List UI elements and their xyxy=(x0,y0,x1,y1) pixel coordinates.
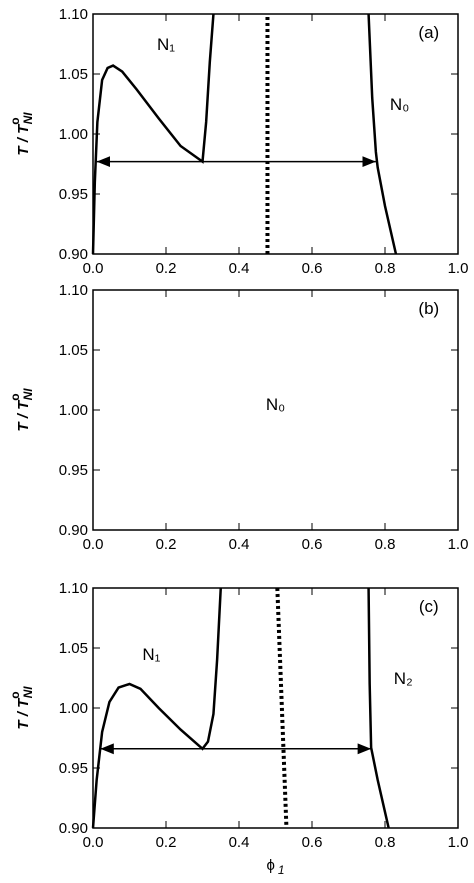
y-tick-label: 1.10 xyxy=(59,6,88,23)
y-tick-label: 0.95 xyxy=(59,760,88,777)
x-tick-label: 0.6 xyxy=(302,260,323,277)
plot-frame xyxy=(92,587,459,829)
panel-label: (c) xyxy=(419,597,439,616)
y-tick-label: 1.00 xyxy=(59,700,88,717)
x-tick-label: 0.4 xyxy=(229,834,250,851)
plot-frame xyxy=(92,13,459,255)
y-tick-label: 0.95 xyxy=(59,462,88,479)
y-label-main: T / T xyxy=(15,399,32,432)
y-label-sub: NI xyxy=(21,112,35,125)
y-tick-label: 1.05 xyxy=(59,640,88,657)
y-label-sub: NI xyxy=(21,388,35,401)
phase-boundary xyxy=(367,13,398,255)
y-tick-label: 1.05 xyxy=(59,66,88,83)
x-tick-label: 0.8 xyxy=(375,260,396,277)
y-label-sup: o xyxy=(8,691,22,698)
y-tick-label: 1.10 xyxy=(59,282,88,299)
phase-boundary xyxy=(91,587,222,829)
phase-boundary xyxy=(91,13,215,255)
x-tick-label: 0.6 xyxy=(302,834,323,851)
y-axis-label: T / ToNI xyxy=(8,112,35,156)
y-tick-label: 0.95 xyxy=(59,186,88,203)
x-tick-label: 0.2 xyxy=(156,260,177,277)
y-label-sub: NI xyxy=(21,686,35,699)
x-tick-label: 1.0 xyxy=(448,536,469,553)
x-label-sub: 1 xyxy=(278,863,285,877)
x-tick-label: 0.0 xyxy=(83,260,104,277)
phase-label: N₀ xyxy=(390,95,409,114)
phase-boundary xyxy=(367,587,390,829)
x-tick-label: 0.8 xyxy=(375,834,396,851)
y-axis-label: T / ToNI xyxy=(8,388,35,432)
y-tick-label: 1.05 xyxy=(59,342,88,359)
phase-label: N₂ xyxy=(394,669,413,688)
y-tick-label: 1.00 xyxy=(59,402,88,419)
x-tick-label: 0.2 xyxy=(156,536,177,553)
phase-label: N₁ xyxy=(157,35,175,54)
phase-label: N₁ xyxy=(142,645,160,664)
x-tick-label: 0.0 xyxy=(83,536,104,553)
x-label-main: ϕ xyxy=(266,857,274,874)
x-tick-label: 0.0 xyxy=(83,834,104,851)
y-label-main: T / T xyxy=(15,123,32,156)
x-tick-label: 0.8 xyxy=(375,536,396,553)
phase-boundary xyxy=(275,587,289,829)
x-tick-label: 0.4 xyxy=(229,536,250,553)
y-label-sup: o xyxy=(8,117,22,124)
y-tick-label: 0.90 xyxy=(59,522,88,539)
y-tick-label: 1.00 xyxy=(59,126,88,143)
panel-label: (a) xyxy=(418,23,439,42)
y-axis-label: T / ToNI xyxy=(8,686,35,730)
y-tick-label: 0.90 xyxy=(59,820,88,837)
phase-label: N₀ xyxy=(266,395,285,414)
panel-label: (b) xyxy=(418,299,439,318)
x-tick-label: 0.2 xyxy=(156,834,177,851)
y-tick-label: 0.90 xyxy=(59,246,88,263)
y-tick-label: 1.10 xyxy=(59,580,88,597)
x-tick-label: 1.0 xyxy=(448,260,469,277)
x-tick-label: 0.6 xyxy=(302,536,323,553)
y-label-sup: o xyxy=(8,393,22,400)
x-tick-label: 0.4 xyxy=(229,260,250,277)
x-tick-label: 1.0 xyxy=(448,834,469,851)
y-label-main: T / T xyxy=(15,697,32,730)
